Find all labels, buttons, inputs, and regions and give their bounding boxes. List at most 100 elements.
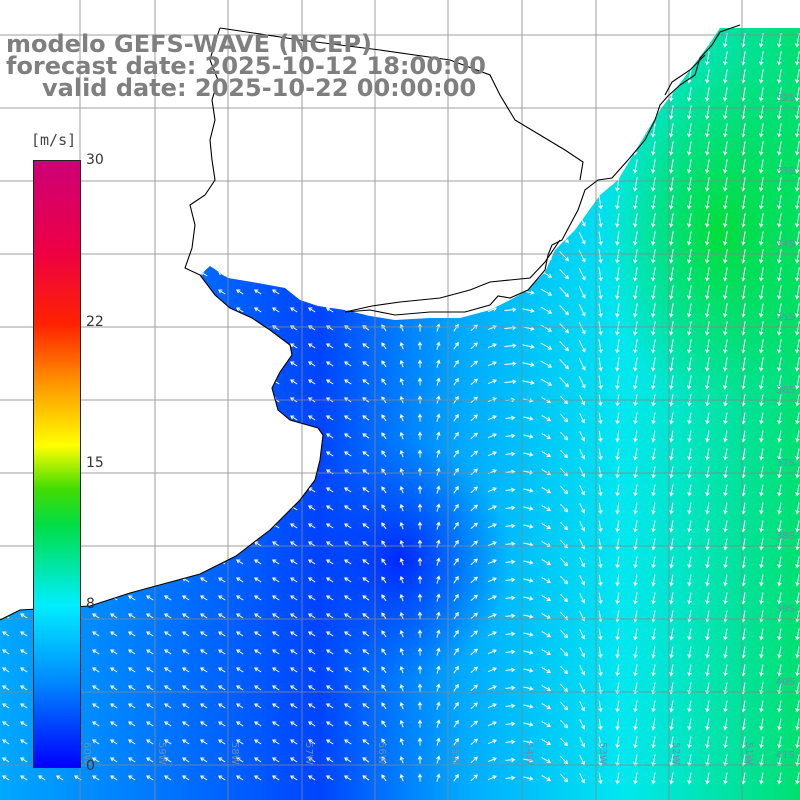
wind-arrow [181, 361, 190, 367]
wind-arrow [325, 739, 334, 745]
wind-arrow [777, 484, 782, 497]
wind-arrow [523, 434, 534, 439]
wind-arrow [759, 538, 764, 551]
wind-arrow [343, 613, 352, 619]
wind-arrow [217, 451, 226, 457]
wind-arrow [579, 665, 586, 676]
wind-arrow [705, 466, 710, 479]
wind-arrow [1, 451, 10, 457]
wind-arrow [381, 576, 387, 584]
wind-arrow [271, 199, 280, 205]
wind-arrow [453, 467, 459, 476]
wind-arrow [145, 613, 154, 619]
wind-arrow [705, 357, 710, 372]
wind-arrow [687, 375, 692, 390]
wind-arrow [343, 415, 352, 421]
wind-arrow [325, 235, 334, 241]
wind-arrow [579, 557, 586, 568]
wind-arrow [687, 195, 692, 210]
wind-arrow [109, 631, 118, 637]
wind-arrow [579, 683, 586, 694]
wind-arrow [559, 197, 569, 208]
wind-arrow [777, 141, 782, 156]
wind-arrow [343, 595, 352, 601]
wind-arrow [436, 737, 441, 746]
wind-arrow [669, 339, 674, 354]
wind-arrow [578, 285, 586, 299]
wind-arrow [579, 431, 586, 442]
wind-arrow [505, 649, 516, 655]
wind-arrow [669, 231, 674, 246]
wind-arrow [615, 664, 620, 677]
wind-arrow [633, 448, 638, 461]
wind-arrow [19, 343, 28, 349]
wind-arrow [759, 430, 764, 443]
wind-arrow [723, 520, 728, 533]
wind-arrow [759, 87, 764, 102]
longitude-label: 55W [449, 742, 460, 765]
latitude-labels: 32S 33S 34S 35S 36S 37S 38S 39S 40S 41S [776, 93, 795, 761]
wind-arrow [289, 217, 298, 223]
wind-arrow [487, 451, 497, 457]
wind-arrow [362, 757, 370, 763]
wind-arrow [598, 51, 603, 66]
wind-arrow [470, 576, 478, 584]
wind-arrow [253, 217, 262, 223]
colorbar-unit: [m/s] [31, 131, 77, 149]
wind-arrow [470, 504, 478, 512]
wind-arrow [307, 631, 316, 637]
wind-arrow [381, 468, 387, 476]
wind-arrow [777, 538, 782, 551]
wind-arrow [795, 556, 800, 569]
wind-arrow [669, 141, 674, 156]
wind-arrow [615, 448, 620, 461]
wind-arrow [541, 703, 552, 709]
wind-arrow [505, 631, 516, 637]
wind-arrow [399, 503, 404, 512]
wind-arrow [1, 775, 10, 781]
wind-arrow [199, 721, 208, 727]
wind-arrow [19, 487, 28, 493]
wind-arrow [289, 451, 298, 457]
wind-arrow [127, 415, 136, 421]
title-model: modelo GEFS-WAVE (NCEP) [6, 30, 372, 58]
wind-arrow [381, 162, 387, 170]
wind-arrow [343, 433, 352, 439]
wind-arrow [777, 87, 782, 102]
wind-arrow [759, 574, 764, 587]
wind-arrow [505, 685, 516, 691]
wind-arrow [470, 630, 478, 638]
wind-arrow [669, 321, 674, 336]
wind-arrow [504, 55, 517, 61]
wind-arrow [199, 451, 208, 457]
wind-arrow [651, 448, 656, 461]
wind-arrow [417, 413, 423, 422]
wind-arrow [540, 126, 553, 134]
longitude-label: 53W [597, 742, 608, 765]
wind-arrow [127, 577, 136, 583]
wind-arrow [199, 289, 208, 295]
wind-arrow [579, 467, 586, 478]
wind-arrow [705, 249, 710, 264]
wind-arrow [271, 181, 280, 187]
wind-arrow [199, 757, 208, 763]
wind-arrow [522, 380, 535, 385]
wind-arrow [91, 145, 100, 151]
wind-arrow [651, 700, 656, 713]
wind-arrow [381, 648, 387, 656]
wind-arrow [19, 433, 28, 439]
wind-arrow [19, 451, 28, 457]
wind-arrow [795, 51, 800, 66]
wind-arrow [470, 666, 478, 674]
wind-arrow [560, 701, 569, 711]
wind-arrow [579, 629, 586, 640]
wind-arrow [523, 416, 534, 421]
wind-arrow [417, 197, 423, 206]
wind-arrow [109, 361, 118, 367]
wind-arrow [598, 267, 603, 282]
wind-arrow [109, 667, 118, 673]
wind-arrow [615, 123, 620, 138]
wind-arrow [399, 161, 404, 170]
wind-arrow [181, 415, 190, 421]
wind-arrow [453, 215, 459, 224]
